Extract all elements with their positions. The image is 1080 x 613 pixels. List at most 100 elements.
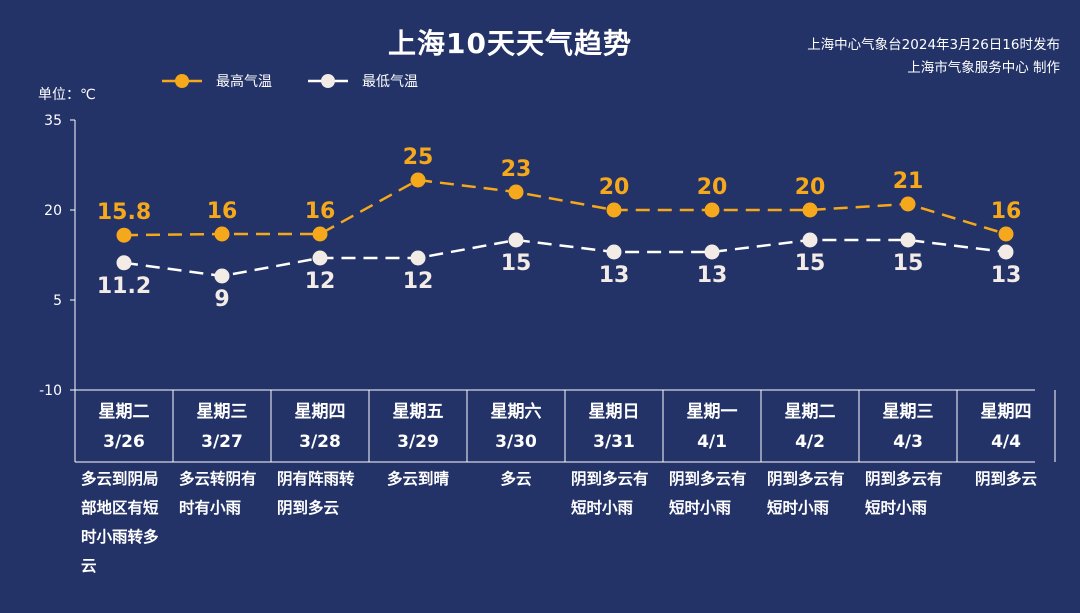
weather-description: 阴到多云有 短时小雨 [565,465,665,523]
day-header-cell: 星期二 3/26 [75,392,173,462]
data-point-low [214,268,230,284]
data-point-high [802,202,818,218]
data-point-low [606,244,622,260]
data-point-low [312,250,328,266]
legend-low-marker-icon [308,74,348,88]
y-tick-label: -10 [39,383,62,399]
day-header-cell: 星期四 3/28 [271,392,369,462]
date-label: 3/27 [201,432,243,452]
data-point-high [312,226,328,242]
weather-description-line: 短时小雨 [865,499,928,517]
weather-description: 阴有阵雨转 阴到多云 [271,465,371,523]
data-label-low: 13 [599,263,630,288]
weather-description-line: 多云转阴有 [179,470,257,488]
weather-description-line: 阴到多云有 [865,470,943,488]
data-point-low [802,232,818,248]
chart-title: 上海10天天气趋势 [388,27,632,60]
date-label: 4/1 [697,432,727,452]
legend-low-label: 最低气温 [362,74,418,90]
data-point-low [116,255,132,271]
day-header-cell: 星期日 3/31 [565,392,663,462]
data-label-low: 13 [991,263,1022,288]
weather-description-line: 短时小雨 [767,499,830,517]
weekday-label: 星期四 [980,402,1032,422]
series-line-low [123,238,1007,278]
day-header-cell: 星期三 4/3 [859,392,957,462]
weather-description-line: 阴到多云有 [669,470,747,488]
weather-description-line: 阴有阵雨转 [277,470,355,488]
date-label: 4/2 [795,432,825,452]
data-label-high: 21 [893,169,924,194]
data-point-high [606,202,622,218]
data-label-high: 16 [305,199,336,224]
publisher-line-1: 上海中心气象台2024年3月26日16时发布 [807,37,1060,53]
data-point-high [214,226,230,242]
weather-description-line: 多云到阴局 [81,470,159,488]
weekday-label: 星期二 [98,402,150,422]
data-point-high [508,184,524,200]
date-label: 3/26 [103,432,145,452]
weekday-label: 星期日 [588,402,640,422]
day-header-cell: 星期五 3/29 [369,392,467,462]
data-label-low: 15 [893,251,924,276]
data-point-high [116,227,132,243]
legend: 最高气温 最低气温 [160,71,452,91]
data-label-high: 16 [991,199,1022,224]
data-label-high: 25 [403,145,434,170]
weekday-label: 星期一 [686,402,738,422]
date-label: 3/31 [593,432,635,452]
weather-description: 阴到多云有 短时小雨 [859,465,959,523]
weather-description: 多云到阴局 部地区有短 时小雨转多云 [75,465,175,581]
weekday-label: 星期二 [784,402,836,422]
weather-description: 多云到晴 [369,465,467,494]
data-point-low [998,244,1014,260]
publisher-info: 上海中心气象台2024年3月26日16时发布 上海市气象服务中心 制作 [807,34,1060,80]
weather-description: 阴到多云 [957,465,1055,494]
date-label: 4/3 [893,432,923,452]
weather-description: 多云转阴有 时有小雨 [173,465,273,523]
legend-item-high: 最高气温 [160,71,272,91]
weather-description: 多云 [467,465,565,494]
weather-description-line: 短时小雨 [669,499,732,517]
data-point-high [900,196,916,212]
date-label: 3/30 [495,432,537,452]
legend-high-marker-icon [162,74,202,88]
publisher-line-2: 上海市气象服务中心 制作 [907,60,1060,76]
weather-description-line: 时有小雨 [179,499,242,517]
data-label-low: 12 [403,269,434,294]
unit-label: 单位：℃ [38,87,96,103]
legend-high-label: 最高气温 [216,74,272,90]
weekday-label: 星期三 [196,402,248,422]
day-header-cell: 星期六 3/30 [467,392,565,462]
data-point-high [998,226,1014,242]
data-point-low [900,232,916,248]
day-header-cell: 星期二 4/2 [761,392,859,462]
data-point-high [410,172,426,188]
weather-description-line: 阴到多云 [277,499,340,517]
weather-description: 阴到多云有 短时小雨 [761,465,861,523]
data-label-low: 12 [305,269,336,294]
y-tick-label: 20 [44,203,62,219]
weather-description-line: 阴到多云有 [767,470,845,488]
weather-description-line: 短时小雨 [571,499,634,517]
y-tick-label: 35 [44,113,62,129]
data-label-high: 16 [207,199,238,224]
weekday-label: 星期三 [882,402,934,422]
date-label: 3/29 [397,432,439,452]
day-header-cell: 星期三 3/27 [173,392,271,462]
data-label-high: 20 [697,175,728,200]
legend-item-low: 最低气温 [306,71,418,91]
data-point-low [508,232,524,248]
data-label-high: 15.8 [97,200,151,225]
date-label: 4/4 [991,432,1021,452]
series-line-high [123,178,1007,237]
data-label-high: 23 [501,157,532,182]
weather-description-line: 云 [81,557,97,575]
data-label-low: 9 [214,287,229,312]
day-header-cell: 星期一 4/1 [663,392,761,462]
data-label-low: 15 [501,251,532,276]
weather-description-line: 阴到多云 [974,470,1037,488]
weather-description-line: 多云 [500,470,532,488]
weather-description-line: 时小雨转多 [81,528,159,546]
